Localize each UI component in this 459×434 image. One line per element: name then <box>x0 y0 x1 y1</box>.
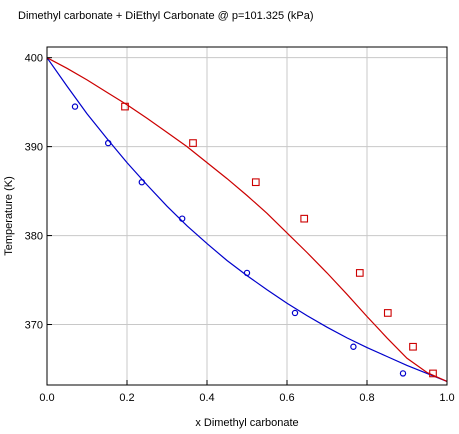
liquid-data-point <box>243 269 251 277</box>
liquid-data-point <box>178 215 186 222</box>
x-tick-label: 0.8 <box>359 392 374 404</box>
x-tick-label: 0.0 <box>39 392 54 404</box>
x-tick-label: 0.4 <box>199 392 214 404</box>
vapor-data-point <box>300 214 309 223</box>
liquid-data-point <box>138 178 145 186</box>
grid <box>47 47 447 385</box>
dew-curve <box>46 57 448 382</box>
chart-title: Dimethyl carbonate + DiEthyl Carbonate @… <box>18 10 314 22</box>
x-tick-label: 1.0 <box>439 392 454 404</box>
axis-ticks: 0.0 0.2 0.4 0.6 0.8 1.0 370 380 390 400 <box>25 53 455 404</box>
y-tick-label: 400 <box>25 53 43 65</box>
plot-frame <box>46 46 448 386</box>
liquid-data-point <box>399 370 407 377</box>
y-axis-label: Temperature (K) <box>3 176 15 255</box>
y-tick-label: 390 <box>25 142 43 154</box>
x-axis-label: x Dimethyl carbonate <box>195 417 298 429</box>
vapor-data-point <box>429 369 437 378</box>
liquid-data-point <box>71 103 79 110</box>
liquid-data-point <box>350 343 357 350</box>
liquid-data-point <box>104 139 112 147</box>
x-tick-label: 0.6 <box>279 392 294 404</box>
vapor-data-point <box>189 139 197 147</box>
curves <box>46 57 448 382</box>
y-tick-label: 370 <box>25 320 43 332</box>
vapor-data-point <box>383 309 392 317</box>
data-markers <box>71 102 437 378</box>
y-tick-label: 380 <box>25 231 43 243</box>
bubble-curve <box>46 57 448 382</box>
x-tick-label: 0.2 <box>119 392 134 404</box>
vapor-data-point <box>355 269 364 277</box>
vapor-data-point <box>121 102 129 111</box>
vapor-data-point <box>409 342 417 351</box>
liquid-data-point <box>291 309 299 317</box>
vapor-data-point <box>251 178 260 187</box>
